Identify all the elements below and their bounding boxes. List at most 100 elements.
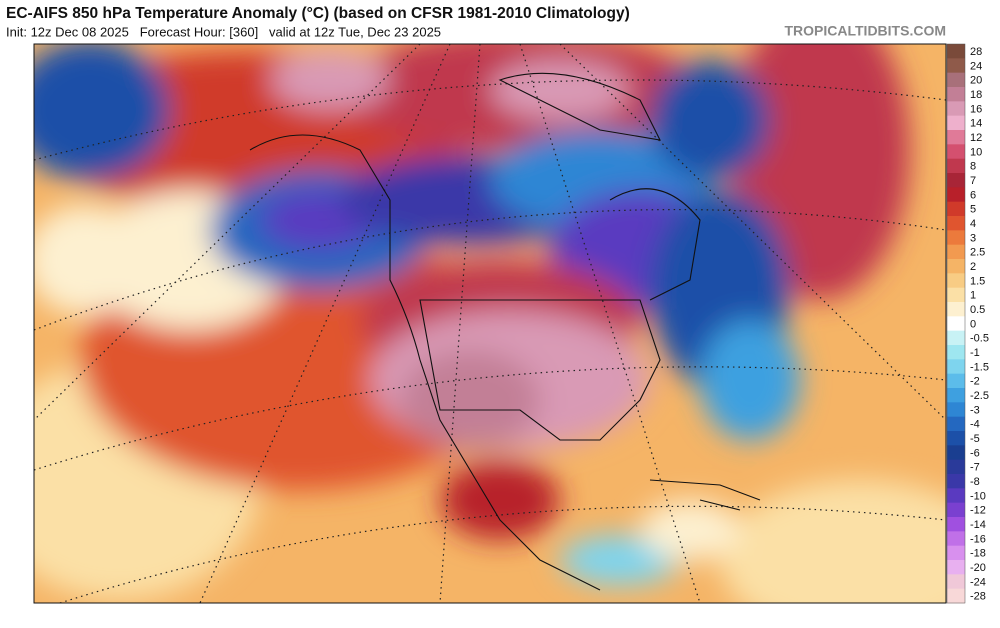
graticule-line	[34, 208, 946, 331]
field-blob	[400, 350, 540, 450]
colorbar: 28 24 20 18 16 14 12 10 8 7 6 5 4 3 2.5 2 1.5 1 0.5 0 -0.5 -1…	[946, 43, 989, 604]
colorbar-swatch	[947, 72, 965, 88]
colorbar-label: 0	[970, 318, 976, 330]
colorbar-swatch	[947, 87, 965, 102]
colorbar-label: -4	[970, 419, 980, 431]
colorbar-label: -6	[970, 447, 980, 459]
colorbar-swatch	[947, 445, 965, 461]
colorbar-label: -1	[970, 347, 980, 359]
graticule-line	[34, 79, 946, 161]
colorbar-swatch	[947, 488, 965, 504]
colorbar-label: 2.5	[970, 247, 985, 259]
colorbar-label: -1.5	[970, 361, 989, 373]
colorbar-label: -2.5	[970, 390, 989, 402]
colorbar-swatch	[947, 158, 965, 174]
subtitle: Init: 12z Dec 08 2025 Forecast Hour: [36…	[6, 24, 441, 39]
map-frame	[33, 43, 947, 604]
colorbar-swatch	[947, 502, 965, 518]
colorbar-label: 5	[970, 204, 976, 216]
colorbar-label: 6	[970, 189, 976, 201]
colorbar-label: 20	[970, 75, 982, 87]
field-blob	[270, 50, 390, 110]
colorbar-swatch	[947, 173, 965, 188]
field-blob	[34, 44, 170, 180]
colorbar-swatch	[947, 459, 965, 475]
colorbar-label: -2	[970, 376, 980, 388]
graticule-line	[34, 366, 946, 471]
colorbar-label: 12	[970, 132, 982, 144]
colorbar-swatch	[947, 388, 965, 403]
colorbar-label: 24	[970, 60, 982, 72]
colorbar-swatch	[947, 302, 965, 317]
colorbar-swatch	[947, 273, 965, 289]
coastline	[609, 188, 701, 301]
colorbar-swatch	[947, 201, 965, 217]
colorbar-label: -0.5	[970, 333, 989, 345]
colorbar-swatch	[947, 560, 965, 575]
colorbar-swatch	[947, 187, 965, 203]
colorbar-swatch	[947, 373, 965, 389]
colorbar-swatch	[947, 531, 965, 547]
field-blob	[490, 60, 630, 120]
colorbar-swatch	[947, 115, 965, 131]
colorbar-swatch	[947, 345, 965, 360]
colorbar-label: -5	[970, 433, 980, 445]
colorbar-label: -24	[970, 576, 986, 588]
colorbar-swatch	[947, 244, 965, 260]
colorbar-label: -18	[970, 548, 986, 560]
colorbar-swatch	[947, 474, 965, 489]
colorbar-label: 28	[970, 46, 982, 58]
colorbar-swatch	[947, 216, 965, 231]
colorbar-label: 10	[970, 146, 982, 158]
colorbar-swatch	[947, 230, 965, 246]
field-blob	[640, 500, 740, 560]
graticule-line	[59, 505, 946, 603]
coastlines	[249, 72, 761, 591]
colorbar-label: 14	[970, 118, 982, 130]
field-blob	[700, 320, 800, 440]
coastline	[498, 72, 661, 141]
colorbar-swatch	[947, 130, 965, 145]
source: TROPICALTIDBITS.COM	[784, 23, 946, 39]
colorbar-swatch	[947, 287, 965, 303]
colorbar-label: 3	[970, 232, 976, 244]
colorbar-swatch	[947, 574, 965, 590]
colorbar-swatch	[947, 359, 965, 375]
colorbar-label: -12	[970, 505, 986, 517]
colorbar-swatch	[947, 144, 965, 160]
colorbar-label: 4	[970, 218, 976, 230]
colorbar-label: 8	[970, 161, 976, 173]
colorbar-label: 1.5	[970, 275, 985, 287]
colorbar-label: 0.5	[970, 304, 985, 316]
graticule	[34, 44, 946, 603]
colorbar-label: 2	[970, 261, 976, 273]
colorbar-swatch	[947, 101, 965, 117]
colorbar-label: 16	[970, 103, 982, 115]
colorbar-swatch	[947, 259, 965, 274]
colorbar-label: -7	[970, 462, 980, 474]
colorbar-label: -16	[970, 533, 986, 545]
colorbar-swatch	[947, 545, 965, 561]
title: EC-AIFS 850 hPa Temperature Anomaly (°C)…	[6, 5, 630, 22]
colorbar-swatch	[947, 330, 965, 346]
colorbar-swatch	[947, 402, 965, 418]
colorbar-label: -10	[970, 490, 986, 502]
colorbar-label: 1	[970, 290, 976, 302]
colorbar-label: -14	[970, 519, 986, 531]
coastline	[249, 134, 601, 591]
colorbar-label: 7	[970, 175, 976, 187]
colorbar-swatch	[947, 416, 965, 432]
field-blob	[440, 460, 560, 540]
colorbar-label: -8	[970, 476, 980, 488]
colorbar-label: -3	[970, 404, 980, 416]
colorbar-label: 18	[970, 89, 982, 101]
colorbar-frame	[946, 43, 966, 604]
colorbar-swatch	[947, 431, 965, 446]
colorbar-label: -20	[970, 562, 986, 574]
colorbar-swatch	[947, 58, 965, 74]
colorbar-swatch	[947, 588, 965, 604]
